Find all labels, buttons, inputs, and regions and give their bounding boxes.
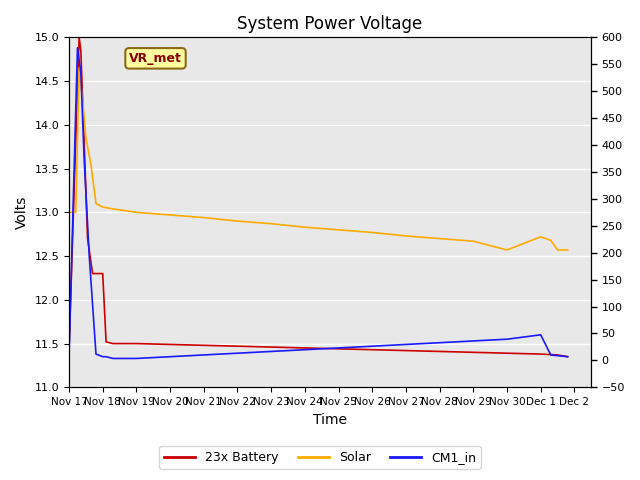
Solar — [79, 96, 86, 101]
Solar — [268, 221, 275, 227]
Solar — [335, 227, 342, 233]
23x Battery — [268, 344, 275, 350]
Solar — [470, 239, 477, 244]
CM1_in — [77, 70, 84, 75]
23x Battery — [470, 349, 477, 355]
23x Battery — [402, 348, 410, 353]
23x Battery — [109, 341, 116, 347]
CM1_in — [92, 351, 100, 357]
Solar — [132, 209, 140, 215]
23x Battery — [436, 348, 444, 354]
Solar — [369, 229, 376, 235]
23x Battery — [99, 271, 106, 276]
CM1_in — [102, 354, 110, 360]
CM1_in — [74, 45, 81, 51]
23x Battery — [301, 345, 308, 351]
23x Battery — [166, 342, 174, 348]
CM1_in — [402, 342, 410, 348]
Line: Solar: Solar — [69, 68, 568, 250]
Solar — [436, 236, 444, 241]
Legend: 23x Battery, Solar, CM1_in: 23x Battery, Solar, CM1_in — [159, 446, 481, 469]
CM1_in — [537, 332, 545, 338]
CM1_in — [301, 347, 308, 353]
Solar — [564, 247, 572, 253]
CM1_in — [132, 356, 140, 361]
Solar — [109, 206, 116, 212]
23x Battery — [554, 352, 561, 358]
CM1_in — [564, 354, 572, 360]
Solar — [72, 209, 79, 215]
CM1_in — [85, 253, 93, 259]
23x Battery — [102, 339, 110, 345]
23x Battery — [200, 342, 207, 348]
Text: VR_met: VR_met — [129, 52, 182, 65]
23x Battery — [65, 345, 73, 351]
23x Battery — [77, 48, 84, 53]
Solar — [547, 238, 555, 243]
23x Battery — [234, 343, 241, 349]
CM1_in — [200, 352, 207, 358]
Solar — [402, 233, 410, 239]
23x Battery — [89, 271, 97, 276]
23x Battery — [369, 347, 376, 353]
23x Battery — [132, 341, 140, 347]
Title: System Power Voltage: System Power Voltage — [237, 15, 423, 33]
Line: CM1_in: CM1_in — [69, 48, 568, 359]
Solar — [537, 234, 545, 240]
Solar — [76, 65, 83, 71]
Solar — [301, 224, 308, 230]
Solar — [554, 247, 561, 253]
CM1_in — [166, 354, 174, 360]
Solar — [166, 212, 174, 218]
CM1_in — [234, 350, 241, 356]
CM1_in — [65, 354, 73, 360]
X-axis label: Time: Time — [313, 413, 347, 427]
CM1_in — [470, 338, 477, 344]
23x Battery — [81, 140, 88, 145]
Line: 23x Battery: 23x Battery — [69, 37, 568, 357]
CM1_in — [109, 356, 116, 361]
CM1_in — [99, 354, 106, 360]
Solar — [65, 209, 73, 215]
23x Battery — [76, 35, 83, 40]
Solar — [234, 218, 241, 224]
Solar — [200, 215, 207, 220]
CM1_in — [81, 157, 88, 163]
CM1_in — [268, 348, 275, 354]
23x Battery — [503, 350, 511, 356]
23x Battery — [537, 351, 545, 357]
Y-axis label: Volts: Volts — [15, 196, 29, 229]
23x Battery — [94, 271, 102, 276]
CM1_in — [547, 352, 555, 358]
CM1_in — [369, 343, 376, 349]
Solar — [92, 201, 100, 206]
23x Battery — [564, 354, 572, 360]
CM1_in — [503, 336, 511, 342]
23x Battery — [84, 236, 92, 241]
CM1_in — [335, 345, 342, 351]
CM1_in — [436, 340, 444, 346]
Solar — [87, 161, 95, 167]
Solar — [82, 135, 90, 141]
Solar — [99, 204, 106, 210]
23x Battery — [335, 346, 342, 352]
Solar — [503, 247, 511, 253]
